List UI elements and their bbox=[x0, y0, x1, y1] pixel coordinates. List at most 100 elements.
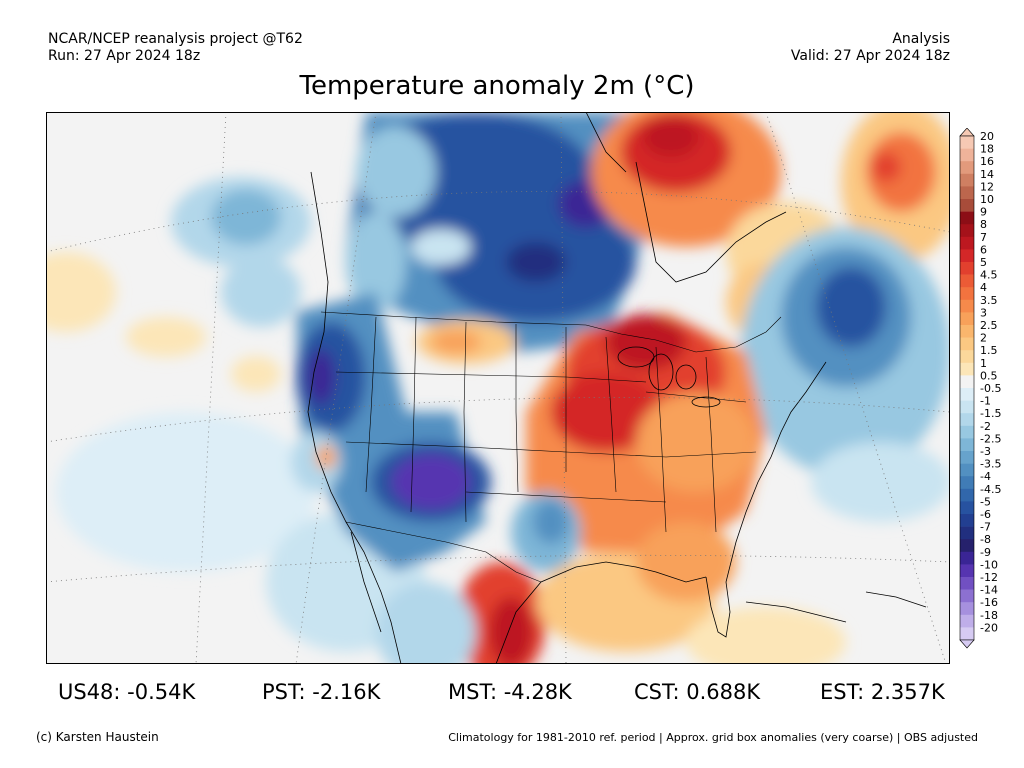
colorbar-tick-label: 4 bbox=[980, 281, 987, 294]
colorbar-swatch bbox=[960, 476, 974, 490]
political-borders bbox=[320, 311, 782, 583]
colorbar-swatch bbox=[960, 362, 974, 376]
colorbar-tick-label: 20 bbox=[980, 130, 994, 143]
colorbar-swatch bbox=[960, 199, 974, 212]
colorbar-swatch bbox=[960, 375, 974, 389]
anomaly-field bbox=[46, 112, 950, 664]
colorbar-tick-label: 2.5 bbox=[980, 319, 998, 332]
colorbar-tick-label: -3 bbox=[980, 445, 991, 458]
colorbar-tick-label: -8 bbox=[980, 533, 991, 546]
colorbar-swatch bbox=[960, 312, 974, 326]
colorbar-tick-label: 16 bbox=[980, 155, 994, 168]
colorbar-tick-label: -3.5 bbox=[980, 458, 1001, 471]
colorbar-tick-label: -12 bbox=[980, 571, 998, 584]
colorbar-swatch bbox=[960, 551, 974, 565]
colorbar-tick-label: 0.5 bbox=[980, 369, 998, 382]
stat-pst: PST: -2.16K bbox=[262, 680, 381, 704]
colorbar-swatch bbox=[960, 438, 974, 452]
colorbar-swatch bbox=[960, 413, 974, 427]
colorbar-swatch bbox=[960, 337, 974, 351]
colorbar-tick-label: -6 bbox=[980, 508, 991, 521]
colorbar-swatch bbox=[960, 161, 974, 175]
anomaly-map bbox=[46, 112, 950, 664]
colorbar-bottom-arrow bbox=[959, 639, 975, 649]
colorbar-tick-label: 8 bbox=[980, 218, 987, 231]
colorbar-swatch bbox=[960, 211, 974, 225]
colorbar-tick-label: -4.5 bbox=[980, 483, 1001, 496]
author-credit: (c) Karsten Haustein bbox=[36, 730, 159, 744]
colorbar-tick-label: -2 bbox=[980, 420, 991, 433]
colorbar-swatch bbox=[960, 602, 974, 616]
colorbar-tick-label: -16 bbox=[980, 596, 998, 609]
colorbar-swatch bbox=[960, 173, 974, 187]
valid-time-label: Valid: 27 Apr 2024 18z bbox=[790, 48, 950, 64]
colorbar-tick-label: -18 bbox=[980, 609, 998, 622]
colorbar-tick-label: 14 bbox=[980, 168, 994, 181]
colorbar-swatch bbox=[960, 614, 974, 628]
colorbar-tick-label: -20 bbox=[980, 621, 998, 634]
colorbar-legend: 201816141210987654.543.532.521.510.5-0.5… bbox=[959, 128, 1001, 649]
colorbar-tick-label: -1.5 bbox=[980, 407, 1001, 420]
colorbar-swatch bbox=[960, 186, 974, 200]
colorbar-swatch bbox=[960, 388, 974, 401]
colorbar-swatch bbox=[960, 287, 974, 301]
colorbar-tick-label: 12 bbox=[980, 180, 994, 193]
colorbar-swatch bbox=[960, 148, 974, 162]
colorbar-tick-label: 10 bbox=[980, 193, 994, 206]
colorbar-tick-label: 1 bbox=[980, 357, 987, 370]
colorbar-tick-label: -14 bbox=[980, 584, 998, 597]
colorbar-swatch bbox=[960, 249, 974, 263]
colorbar-swatch bbox=[960, 564, 974, 578]
colorbar-swatch bbox=[960, 488, 974, 502]
colorbar-swatch bbox=[960, 224, 974, 238]
colorbar-swatch bbox=[960, 299, 974, 313]
colorbar-tick-label: 5 bbox=[980, 256, 987, 269]
colorbar-swatch bbox=[960, 451, 974, 464]
colorbar-swatch bbox=[960, 236, 974, 250]
colorbar-tick-label: 2 bbox=[980, 332, 987, 345]
stat-us48: US48: -0.54K bbox=[58, 680, 196, 704]
colorbar-tick-label: 3 bbox=[980, 306, 987, 319]
colorbar-swatch bbox=[960, 514, 974, 527]
colorbar-tick-label: -4 bbox=[980, 470, 991, 483]
colorbar-tick-label: 18 bbox=[980, 143, 994, 156]
colorbar-tick-label: 3.5 bbox=[980, 294, 998, 307]
colorbar-tick-label: -0.5 bbox=[980, 382, 1001, 395]
colorbar-swatch bbox=[960, 463, 974, 477]
colorbar-top-arrow bbox=[959, 128, 975, 137]
colorbar-tick-label: -10 bbox=[980, 558, 998, 571]
stat-mst: MST: -4.28K bbox=[448, 680, 572, 704]
colorbar-tick-label: -7 bbox=[980, 521, 991, 534]
colorbar-swatch bbox=[960, 400, 974, 414]
colorbar-tick-label: -1 bbox=[980, 395, 991, 408]
colorbar-tick-label: 4.5 bbox=[980, 269, 998, 282]
colorbar-tick-label: 6 bbox=[980, 243, 987, 256]
colorbar-swatch bbox=[960, 274, 974, 288]
colorbar-swatch bbox=[960, 589, 974, 603]
run-time-label: Run: 27 Apr 2024 18z bbox=[48, 48, 201, 64]
climatology-note: Climatology for 1981-2010 ref. period | … bbox=[448, 731, 978, 744]
colorbar-swatch bbox=[960, 627, 974, 641]
map-frame bbox=[46, 112, 950, 664]
colorbar-tick-label: -9 bbox=[980, 546, 991, 559]
colorbar-tick-label: 9 bbox=[980, 206, 987, 219]
colorbar-tick-label: 7 bbox=[980, 231, 987, 244]
stat-est: EST: 2.357K bbox=[820, 680, 945, 704]
analysis-label: Analysis bbox=[892, 31, 950, 47]
model-name-label: NCAR/NCEP reanalysis project @T62 bbox=[48, 31, 303, 47]
colorbar-swatch bbox=[960, 577, 974, 590]
colorbar-tick-label: 1.5 bbox=[980, 344, 998, 357]
map-title: Temperature anomaly 2m (°C) bbox=[299, 71, 695, 101]
colorbar-swatch bbox=[960, 526, 974, 540]
colorbar-swatch bbox=[960, 501, 974, 515]
colorbar-tick-label: -5 bbox=[980, 495, 991, 508]
colorbar-swatch bbox=[960, 539, 974, 553]
coastlines bbox=[307, 112, 927, 664]
graticule bbox=[46, 112, 950, 664]
colorbar-swatch bbox=[960, 325, 974, 338]
stat-cst: CST: 0.688K bbox=[634, 680, 761, 704]
colorbar-swatch bbox=[960, 136, 974, 149]
colorbar-swatch bbox=[960, 425, 974, 439]
colorbar-swatch bbox=[960, 262, 974, 275]
colorbar-swatch bbox=[960, 350, 974, 364]
